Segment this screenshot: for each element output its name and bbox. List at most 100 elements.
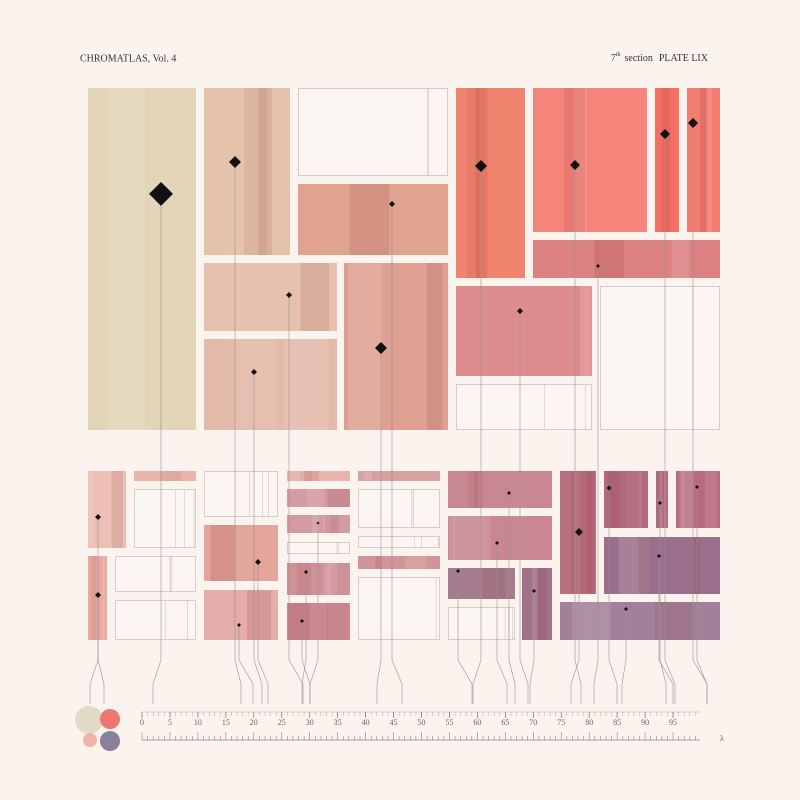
stripe bbox=[284, 339, 329, 430]
tick-label: 75 bbox=[557, 718, 565, 727]
stripe bbox=[473, 471, 483, 508]
block bbox=[287, 563, 350, 595]
diamond bbox=[375, 341, 387, 354]
tick-label: 35 bbox=[334, 718, 342, 727]
leader-line bbox=[301, 572, 307, 704]
diamond bbox=[575, 527, 583, 536]
tick-label: 95 bbox=[669, 718, 677, 727]
block bbox=[687, 88, 720, 232]
stripe bbox=[322, 515, 331, 533]
stripe bbox=[448, 516, 455, 560]
stripe bbox=[258, 88, 273, 255]
stripe bbox=[427, 263, 443, 430]
stripe bbox=[482, 568, 506, 599]
block bbox=[204, 88, 290, 255]
diamond bbox=[229, 155, 241, 168]
panel bbox=[115, 556, 196, 592]
leader-line bbox=[288, 295, 304, 704]
leader-line bbox=[391, 204, 403, 704]
stripe bbox=[665, 471, 667, 528]
leader-line bbox=[457, 571, 473, 704]
diamond bbox=[475, 159, 487, 172]
diamond bbox=[507, 490, 511, 495]
stripe bbox=[364, 471, 372, 481]
leader-line bbox=[234, 162, 242, 704]
panel bbox=[358, 489, 440, 528]
leader-line bbox=[496, 543, 508, 704]
diamond bbox=[517, 307, 523, 314]
block bbox=[448, 471, 552, 508]
leader-line bbox=[309, 523, 319, 704]
stripe bbox=[580, 471, 593, 594]
diamond bbox=[660, 128, 670, 139]
block bbox=[204, 590, 278, 640]
stripe bbox=[662, 88, 671, 232]
plate: PLATE LIX bbox=[659, 53, 709, 64]
block bbox=[287, 489, 350, 507]
stripe bbox=[659, 471, 663, 528]
diamond bbox=[149, 181, 173, 206]
leader-line bbox=[696, 487, 708, 704]
stripe bbox=[654, 602, 693, 640]
stripe bbox=[300, 263, 329, 331]
leader-line bbox=[608, 488, 618, 704]
stripe bbox=[467, 471, 478, 508]
stripe bbox=[244, 88, 267, 255]
stripe bbox=[299, 471, 311, 481]
stripe bbox=[572, 602, 611, 640]
stripe bbox=[91, 556, 97, 640]
stripe bbox=[304, 471, 319, 481]
swatch bbox=[75, 706, 103, 734]
stripe bbox=[664, 471, 667, 528]
block bbox=[204, 525, 278, 581]
tick-label: 45 bbox=[390, 718, 398, 727]
leader-line bbox=[97, 595, 105, 704]
stripe bbox=[571, 471, 575, 594]
leader-line bbox=[593, 266, 599, 704]
leader-line bbox=[89, 517, 99, 704]
stripe bbox=[326, 563, 337, 595]
stripe bbox=[375, 556, 382, 569]
stripe bbox=[108, 88, 146, 430]
stripe bbox=[311, 515, 320, 533]
leader-line bbox=[472, 166, 482, 704]
stripe bbox=[475, 88, 488, 278]
leader-line bbox=[574, 165, 582, 704]
section-header: 7th section PLATE LIX bbox=[611, 52, 709, 64]
panel bbox=[358, 536, 440, 548]
leader-line bbox=[376, 348, 382, 704]
stripe bbox=[348, 263, 382, 430]
block bbox=[88, 88, 196, 430]
tick-label: 20 bbox=[250, 718, 258, 727]
block bbox=[655, 88, 679, 232]
block bbox=[88, 556, 107, 640]
swatch bbox=[100, 731, 120, 751]
block bbox=[358, 471, 440, 481]
block bbox=[448, 516, 552, 560]
tick-label: 90 bbox=[641, 718, 649, 727]
block bbox=[676, 471, 720, 528]
leader-line bbox=[238, 625, 254, 704]
leader-line bbox=[257, 562, 269, 704]
stripe bbox=[532, 568, 538, 640]
swatch bbox=[83, 733, 97, 747]
panel bbox=[448, 607, 515, 640]
diamond bbox=[255, 558, 261, 565]
tick-label: 80 bbox=[585, 718, 593, 727]
tick-label: 0 bbox=[140, 718, 144, 727]
stripe bbox=[327, 489, 350, 507]
leader-line bbox=[570, 532, 580, 704]
stripe bbox=[704, 471, 717, 528]
stripe bbox=[404, 556, 427, 569]
tick-label: 65 bbox=[501, 718, 509, 727]
block bbox=[287, 471, 350, 481]
stripe bbox=[700, 88, 708, 232]
stripe bbox=[296, 563, 311, 595]
stripe bbox=[594, 240, 625, 278]
block bbox=[604, 537, 720, 594]
stripe bbox=[110, 471, 124, 548]
stripe bbox=[681, 471, 685, 528]
block bbox=[358, 556, 440, 569]
stripe bbox=[453, 516, 491, 560]
